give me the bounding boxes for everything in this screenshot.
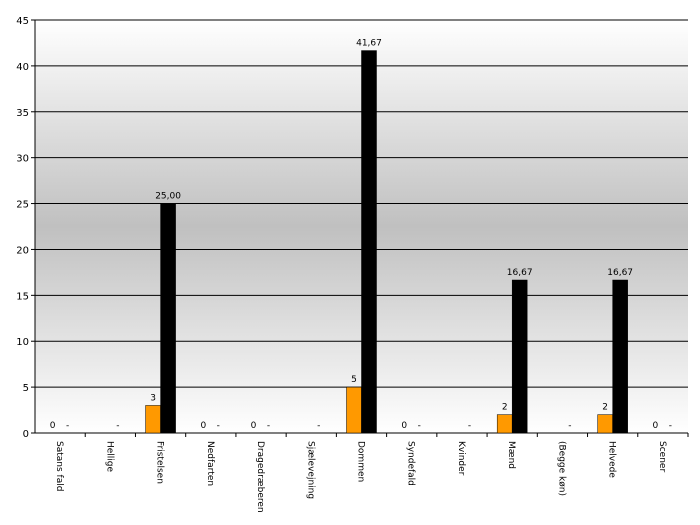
x-tick-label: Sjælevejning (305, 441, 315, 499)
value-label: - (317, 421, 320, 431)
x-tick-label: Dragedræberen (255, 441, 265, 513)
y-tick-label: 20 (16, 245, 29, 256)
value-label: 0 (251, 421, 257, 431)
value-label: 41,67 (356, 39, 382, 49)
bar (597, 414, 613, 434)
y-tick-label: 0 (23, 429, 29, 440)
y-tick-label: 15 (16, 291, 29, 302)
x-tick-label: Fristelsen (155, 441, 165, 484)
y-tick-label: 40 (16, 62, 29, 73)
y-tick-label: 30 (16, 154, 29, 165)
y-tick-label: 5 (23, 383, 29, 394)
value-label: 25,00 (155, 192, 181, 202)
value-label: - (267, 421, 270, 431)
value-label: 16,67 (607, 268, 633, 278)
value-label: - (468, 421, 471, 431)
bar (361, 50, 377, 434)
value-label: 0 (50, 421, 56, 431)
x-tick-label: Mænd (506, 441, 516, 469)
bar (511, 279, 528, 434)
value-label: 2 (602, 403, 608, 413)
value-label: - (217, 421, 220, 431)
value-label: 0 (401, 421, 407, 431)
y-tick-label: 35 (16, 108, 29, 119)
bar (612, 279, 628, 434)
bar (145, 405, 161, 434)
value-label: - (116, 421, 119, 431)
value-label: 0 (653, 421, 659, 431)
y-tick-label: 25 (16, 200, 29, 211)
y-tick-label: 10 (16, 337, 29, 348)
bar (160, 203, 176, 434)
bar (346, 386, 362, 434)
x-tick-label: (Begge køn) (556, 441, 566, 496)
x-tick-label: Scener (657, 441, 667, 472)
value-label: - (418, 421, 421, 431)
x-tick-label: Dommen (356, 441, 366, 482)
value-label: - (568, 421, 571, 431)
value-label: - (669, 421, 672, 431)
value-label: 16,67 (507, 268, 533, 278)
y-tick-label: 45 (16, 16, 29, 27)
value-label: 2 (502, 403, 508, 413)
value-label: - (66, 421, 69, 431)
x-tick-label: Nedfarten (205, 441, 215, 486)
x-tick-label: Helvede (607, 441, 617, 478)
value-label: 5 (351, 375, 357, 385)
x-tick-label: Satans fald (54, 441, 64, 491)
x-tick-label: Kvinder (456, 441, 466, 476)
bar (496, 414, 513, 434)
x-tick-label: Syndefald (406, 441, 416, 486)
x-tick-label: Hellige (104, 441, 114, 473)
value-label: 3 (150, 393, 156, 403)
value-label: 0 (200, 421, 206, 431)
